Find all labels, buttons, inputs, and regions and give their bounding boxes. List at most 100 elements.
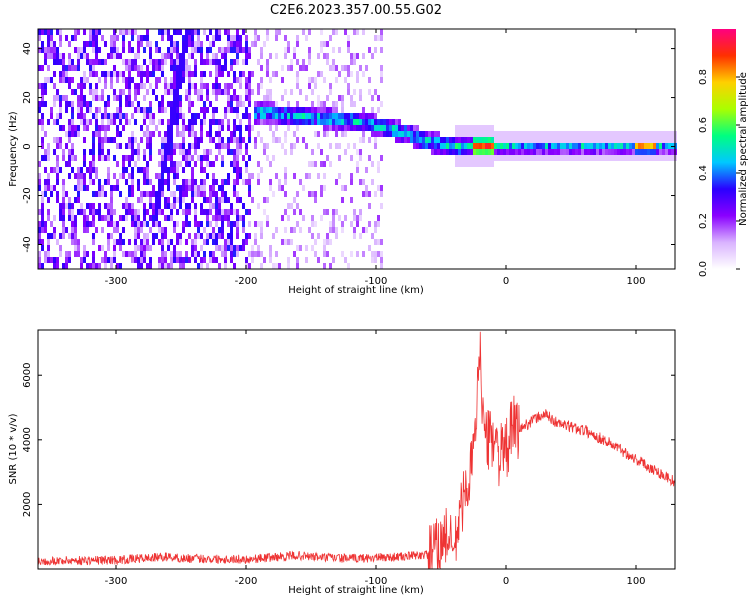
spectrogram-cell [50, 35, 53, 41]
spectrogram-cell [491, 161, 494, 167]
spectrogram-cell [56, 179, 59, 185]
spectrogram-cell [134, 149, 137, 155]
spectrogram-cell [89, 263, 92, 269]
spectrogram-cell [296, 245, 299, 251]
spectrogram-cell [356, 119, 359, 125]
spectrogram-cell [107, 239, 110, 245]
spectrogram-cell [206, 83, 209, 89]
spectrogram-cell [488, 143, 491, 149]
spectrogram-cell [74, 245, 77, 251]
spectrogram-cell [146, 29, 149, 35]
spectrogram-cell [320, 107, 323, 113]
spectrogram-cell [239, 101, 242, 107]
spectrogram-cell [104, 101, 107, 107]
spectrogram-cell [143, 131, 146, 137]
spectrogram-cell [221, 161, 224, 167]
spectrogram-cell [179, 191, 182, 197]
spectrogram-cell [233, 185, 236, 191]
spectrogram-cell [278, 113, 281, 119]
spectrogram-cell [227, 245, 230, 251]
spectrogram-cell [482, 161, 485, 167]
spectrogram-cell [140, 137, 143, 143]
spectrogram-cell [251, 173, 254, 179]
spectrogram-cell [197, 221, 200, 227]
spectrogram-cell [650, 131, 653, 137]
spectrogram-cell [353, 143, 356, 149]
spectrogram-cell [329, 65, 332, 71]
spectrogram-cell [554, 131, 557, 137]
spectrogram-cell [176, 251, 179, 257]
spectrogram-cell [191, 239, 194, 245]
spectrogram-cell [332, 59, 335, 65]
spectrogram-cell [38, 263, 41, 269]
spectrogram-cell [158, 107, 161, 113]
spectrogram-cell [464, 143, 467, 149]
spectrogram-cell [95, 173, 98, 179]
spectrogram-cell [44, 227, 47, 233]
spectrogram-cell [104, 179, 107, 185]
spectrogram-cell [368, 119, 371, 125]
spectrogram-cell [227, 143, 230, 149]
spectrogram-cell [188, 95, 191, 101]
spectrogram-cell [239, 173, 242, 179]
x-tick-label: -200 [235, 576, 258, 587]
spectrogram-cell [521, 155, 524, 161]
spectrogram-cell [80, 89, 83, 95]
spectrogram-cell [80, 47, 83, 53]
spectrogram-cell [206, 233, 209, 239]
spectrogram-cell [38, 47, 41, 53]
spectrogram-cell [224, 191, 227, 197]
spectrogram-cell [266, 29, 269, 35]
spectrogram-cell [425, 137, 428, 143]
spectrogram-cell [278, 185, 281, 191]
spectrogram-cell [224, 245, 227, 251]
spectrogram-cell [71, 77, 74, 83]
spectrogram-cell [275, 251, 278, 257]
spectrogram-cell [92, 179, 95, 185]
spectrogram-cell [542, 143, 545, 149]
spectrogram-cell [140, 197, 143, 203]
spectrogram-cell [170, 83, 173, 89]
spectrogram-cell [482, 137, 485, 143]
spectrogram-cell [56, 257, 59, 263]
spectrogram-cell [335, 143, 338, 149]
spectrogram-cell [218, 245, 221, 251]
spectrogram-cell [158, 119, 161, 125]
spectrogram-cell [179, 107, 182, 113]
spectrogram-cell [128, 29, 131, 35]
spectrogram-cell [608, 155, 611, 161]
spectrogram-cell [257, 35, 260, 41]
spectrogram-cell [293, 197, 296, 203]
spectrogram-cell [119, 173, 122, 179]
spectrogram-cell [353, 215, 356, 221]
spectrogram-cell [65, 191, 68, 197]
spectrogram-cell [266, 113, 269, 119]
spectrogram-cell [479, 149, 482, 155]
spectrogram-cell [278, 119, 281, 125]
spectrogram-cell [497, 149, 500, 155]
spectrogram-cell [248, 185, 251, 191]
spectrogram-cell [227, 89, 230, 95]
spectrogram-cell [260, 233, 263, 239]
spectrogram-cell [92, 131, 95, 137]
spectrogram-cell [149, 101, 152, 107]
spectrogram-cell [173, 47, 176, 53]
spectrogram-cell [116, 263, 119, 269]
spectrogram-cell [377, 167, 380, 173]
spectrogram-cell [227, 83, 230, 89]
spectrogram-cell [206, 239, 209, 245]
spectrogram-cell [200, 47, 203, 53]
spectrogram-cell [455, 125, 458, 131]
spectrogram-cell [236, 95, 239, 101]
spectrogram-cell [512, 131, 515, 137]
spectrogram-cell [197, 41, 200, 47]
spectrogram-cell [371, 95, 374, 101]
spectrogram-cell [317, 257, 320, 263]
spectrogram-cell [41, 197, 44, 203]
spectrogram-cell [62, 263, 65, 269]
spectrogram-cell [359, 215, 362, 221]
spectrogram-cell [173, 119, 176, 125]
spectrogram-cell [644, 137, 647, 143]
